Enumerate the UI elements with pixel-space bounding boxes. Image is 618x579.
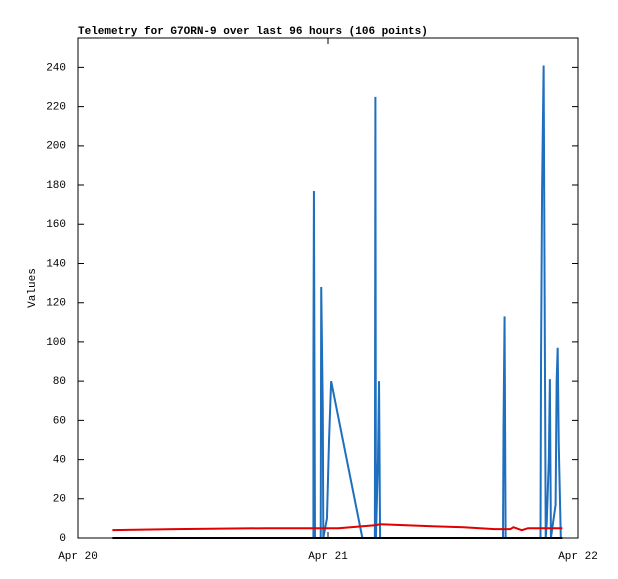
- y-tick-label: 100: [46, 337, 66, 349]
- x-tick-label: Apr 20: [58, 551, 98, 563]
- x-tick-label: Apr 22: [558, 551, 598, 563]
- y-tick-label: 220: [46, 102, 66, 114]
- data-line: [112, 523, 563, 532]
- data-line: [312, 65, 562, 539]
- x-tick-label: Apr 21: [308, 551, 348, 563]
- y-tick-label: 200: [46, 141, 66, 153]
- y-tick-label: 0: [59, 533, 66, 545]
- y-axis-label: Values: [27, 268, 39, 308]
- y-tick-label: 60: [53, 415, 66, 427]
- chart-title: Telemetry for G7ORN-9 over last 96 hours…: [78, 26, 428, 38]
- y-tick-label: 160: [46, 219, 66, 231]
- y-tick-label: 180: [46, 180, 66, 192]
- y-tick-label: 120: [46, 298, 66, 310]
- y-tick-label: 20: [53, 494, 66, 506]
- y-tick-label: 80: [53, 376, 66, 388]
- y-tick-label: 140: [46, 258, 66, 270]
- y-tick-label: 40: [53, 454, 66, 466]
- y-tick-label: 240: [46, 62, 66, 74]
